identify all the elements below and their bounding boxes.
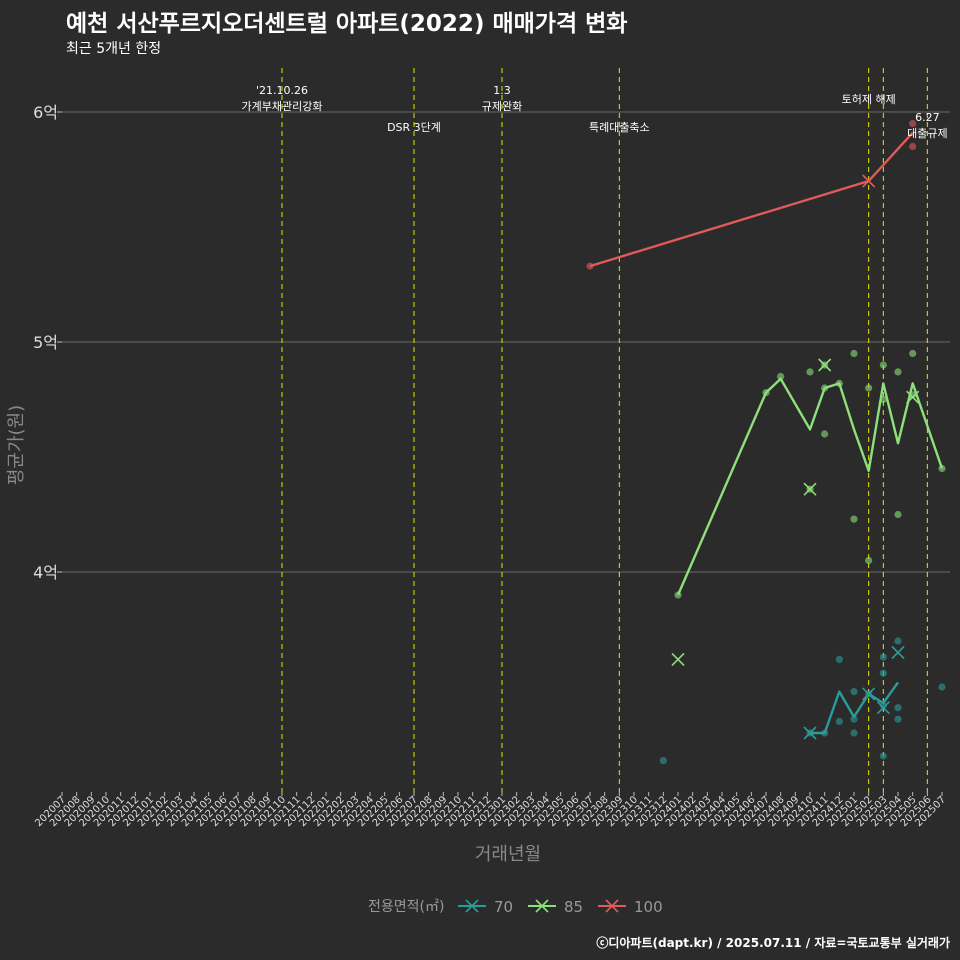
x-axis: 2020072020082020092020102020112020122021… bbox=[33, 792, 948, 829]
data-point bbox=[806, 368, 814, 376]
data-point bbox=[850, 515, 858, 523]
y-axis: 4억 5억 6억 bbox=[33, 103, 62, 582]
trend-line bbox=[589, 131, 914, 268]
event-label: '21.10.26 bbox=[256, 84, 308, 97]
source-caption: ⓒ디아파트(dapt.kr) / 2025.07.11 / 자료=국토교통부 실… bbox=[596, 936, 950, 950]
data-point bbox=[909, 142, 917, 151]
series-85 bbox=[671, 349, 946, 666]
event-label: 대출규제 bbox=[907, 127, 947, 140]
policy-event-lines bbox=[281, 68, 928, 792]
cross-marker bbox=[891, 645, 905, 660]
event-label: DSR 3단계 bbox=[387, 121, 441, 134]
data-point bbox=[894, 510, 902, 519]
data-point bbox=[938, 683, 946, 691]
series-100 bbox=[586, 119, 917, 270]
data-point bbox=[850, 715, 858, 723]
cross-marker bbox=[465, 899, 479, 913]
cross-marker bbox=[906, 390, 920, 404]
x-axis-title: 거래년월 bbox=[475, 844, 541, 865]
cross-marker bbox=[803, 726, 817, 740]
y-tick-label: 4억 bbox=[33, 563, 58, 582]
event-label: 가계부채관리강화 bbox=[242, 100, 323, 113]
trend-line bbox=[676, 377, 944, 596]
y-tick-label: 5억 bbox=[33, 333, 58, 352]
y-axis-title: 평균가(원) bbox=[6, 405, 27, 485]
data-point bbox=[894, 637, 902, 645]
event-label: 특례대출축소 bbox=[589, 121, 650, 134]
data-point bbox=[850, 729, 858, 737]
cross-marker bbox=[862, 687, 876, 701]
data-point bbox=[821, 430, 829, 438]
data-point bbox=[777, 372, 785, 381]
chart-subtitle: 최근 5개년 한정 bbox=[66, 41, 162, 57]
legend-item-85: 85 bbox=[528, 898, 583, 916]
data-point bbox=[850, 349, 858, 358]
legend-item-100: 100 bbox=[598, 898, 663, 916]
grid-lines bbox=[62, 111, 950, 573]
y-tick-label: 6억 bbox=[33, 103, 58, 122]
data-point bbox=[894, 368, 902, 376]
data-point bbox=[835, 717, 843, 726]
event-label: 토허제 해제 bbox=[842, 92, 896, 106]
legend-label: 85 bbox=[564, 898, 583, 916]
legend-label: 100 bbox=[634, 898, 663, 916]
chart-title: 예천 서산푸르지오더센트럴 아파트(2022) 매매가격 변화 bbox=[66, 11, 628, 37]
data-point bbox=[865, 556, 873, 565]
legend-item-70: 70 bbox=[458, 898, 513, 916]
cross-marker bbox=[803, 482, 817, 496]
data-series bbox=[586, 119, 946, 765]
event-label: 규제완화 bbox=[482, 100, 522, 113]
cross-marker bbox=[535, 899, 549, 913]
event-label: 6.27 bbox=[915, 111, 940, 124]
cross-marker bbox=[818, 358, 832, 372]
legend: 전용면적(㎡) 70 85 100 bbox=[368, 898, 663, 916]
trend-line bbox=[810, 681, 899, 735]
data-point bbox=[850, 688, 858, 696]
cross-marker bbox=[862, 174, 876, 188]
data-point bbox=[879, 752, 887, 760]
legend-title: 전용면적(㎡) bbox=[368, 899, 444, 915]
data-point bbox=[835, 655, 843, 664]
event-label: 1.3 bbox=[493, 84, 511, 97]
data-point bbox=[865, 384, 873, 392]
data-point bbox=[879, 361, 887, 369]
data-point bbox=[879, 653, 887, 661]
data-point bbox=[894, 715, 902, 723]
data-point bbox=[879, 701, 887, 710]
data-point bbox=[894, 704, 902, 712]
data-point bbox=[879, 669, 887, 677]
cross-marker bbox=[671, 652, 685, 666]
data-point bbox=[909, 119, 917, 128]
data-point bbox=[909, 349, 917, 358]
series-70 bbox=[659, 637, 946, 765]
cross-marker bbox=[876, 701, 890, 715]
cross-marker bbox=[605, 899, 619, 913]
legend-label: 70 bbox=[494, 898, 513, 916]
data-point bbox=[659, 757, 667, 765]
